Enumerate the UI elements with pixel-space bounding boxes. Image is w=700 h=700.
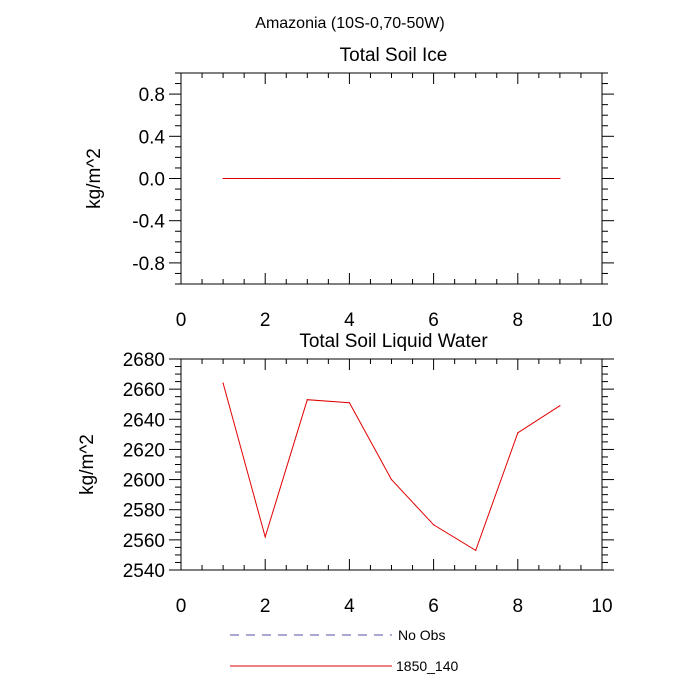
y-tick-label: 2560 bbox=[123, 531, 165, 552]
y-tick-label: 2680 bbox=[123, 350, 165, 371]
data-point bbox=[264, 177, 266, 180]
y-tick-label: 2580 bbox=[123, 501, 165, 522]
x-tick-label: 8 bbox=[513, 310, 524, 331]
x-tick-label: 0 bbox=[176, 310, 187, 331]
data-point bbox=[559, 405, 561, 407]
data-point bbox=[390, 478, 393, 481]
x-tick-label: 10 bbox=[591, 596, 612, 617]
panel-title: Total Soil Liquid Water bbox=[299, 331, 488, 352]
y-tick-label: 2620 bbox=[123, 440, 165, 461]
legend-label-1850-140: 1850_140 bbox=[396, 658, 459, 674]
legend-label-no-obs: No Obs bbox=[398, 627, 445, 643]
panel-2: 0 2 4 6 8 10 2540 2560 2580 2600 2620 2640 2660 2680 T… bbox=[77, 331, 614, 617]
data-point bbox=[348, 402, 350, 404]
data-point bbox=[517, 177, 519, 180]
y-tick-label: -0.8 bbox=[132, 254, 165, 275]
x-tick-label: 6 bbox=[428, 310, 439, 331]
plot-frame bbox=[180, 358, 603, 571]
data-point bbox=[222, 382, 224, 384]
y-tick-label: 2600 bbox=[123, 471, 165, 492]
y-tick-label: 0.0 bbox=[139, 170, 165, 191]
series-line bbox=[222, 382, 561, 552]
x-tick-label: 0 bbox=[176, 596, 187, 617]
x-tick-label: 4 bbox=[344, 596, 355, 617]
panel-1: 0 2 4 6 8 10 -0.8 -0.4 0.0 0.4 0.8 Total Soil Ice kg… bbox=[84, 45, 614, 331]
data-point bbox=[222, 177, 224, 180]
x-tick-label: 8 bbox=[513, 596, 524, 617]
data-point bbox=[390, 177, 393, 180]
y-tick-label: 2660 bbox=[123, 380, 165, 401]
y-tick-label: 0.8 bbox=[139, 85, 165, 106]
panel-title: Total Soil Ice bbox=[340, 45, 448, 66]
data-point bbox=[433, 177, 435, 180]
x-tick-label: 2 bbox=[260, 596, 271, 617]
x-tick-label: 2 bbox=[260, 310, 271, 331]
y-tick-label: 0.4 bbox=[139, 127, 166, 148]
x-tick-label: 10 bbox=[591, 310, 612, 331]
data-point bbox=[433, 524, 435, 526]
x-tick-label: 4 bbox=[344, 310, 355, 331]
y-tick-label: 2540 bbox=[123, 561, 165, 582]
y-tick-label: -0.4 bbox=[132, 212, 165, 233]
y-axis-label: kg/m^2 bbox=[84, 148, 105, 209]
data-point bbox=[264, 536, 266, 538]
data-point bbox=[475, 549, 477, 552]
y-axis-label: kg/m^2 bbox=[77, 434, 98, 495]
x-tick-label: 6 bbox=[428, 596, 439, 617]
data-point bbox=[517, 432, 519, 434]
data-point bbox=[306, 177, 308, 180]
data-point bbox=[348, 177, 350, 180]
legend: No Obs 1850_140 bbox=[230, 627, 459, 674]
data-point bbox=[475, 177, 477, 180]
figure-title: Amazonia (10S-0,70-50W) bbox=[255, 15, 444, 32]
data-point bbox=[559, 177, 561, 180]
y-tick-label: 2640 bbox=[123, 410, 165, 431]
data-point bbox=[306, 399, 308, 401]
